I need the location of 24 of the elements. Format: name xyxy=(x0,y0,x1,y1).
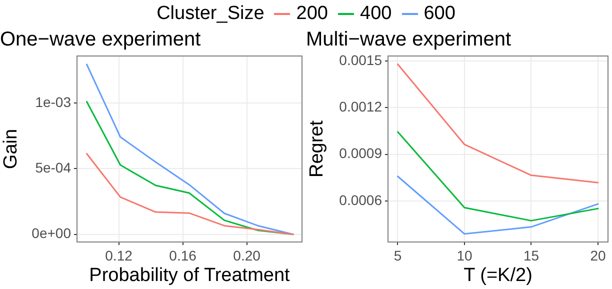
x-tick-label: 0.12 xyxy=(105,247,133,264)
chart-title: Multi−wave experiment xyxy=(306,28,512,51)
legend-label: 200 xyxy=(296,3,328,25)
x-axis-title: T (=K/2) xyxy=(464,264,532,286)
legend-title: Cluster_Size xyxy=(156,3,264,25)
legend-label: 400 xyxy=(360,3,392,25)
y-axis-title: Regret xyxy=(306,120,328,178)
x-tick-label: 0.20 xyxy=(233,247,261,264)
y-tick-label: 1e-03 xyxy=(35,94,72,110)
y-tick-label: 0.0012 xyxy=(339,98,382,114)
x-axis-title: Probability of Treatment xyxy=(89,264,291,286)
y-axis-title: Gain xyxy=(0,128,22,170)
y-tick-label: 0.0009 xyxy=(339,145,382,162)
x-tick-label: 5 xyxy=(394,247,402,264)
y-tick-label: 0e+00 xyxy=(32,225,72,242)
legend-label: 600 xyxy=(424,3,456,25)
x-tick-label: 10 xyxy=(456,247,472,264)
x-tick-label: 15 xyxy=(523,247,540,264)
y-tick-label: 0.0006 xyxy=(339,192,382,208)
x-tick-label: 0.16 xyxy=(169,247,197,264)
y-tick-label: 0.0015 xyxy=(339,52,382,68)
x-tick-label: 20 xyxy=(590,247,606,264)
chart-title: One−wave experiment xyxy=(0,28,202,51)
y-tick-label: 5e-04 xyxy=(35,160,72,176)
